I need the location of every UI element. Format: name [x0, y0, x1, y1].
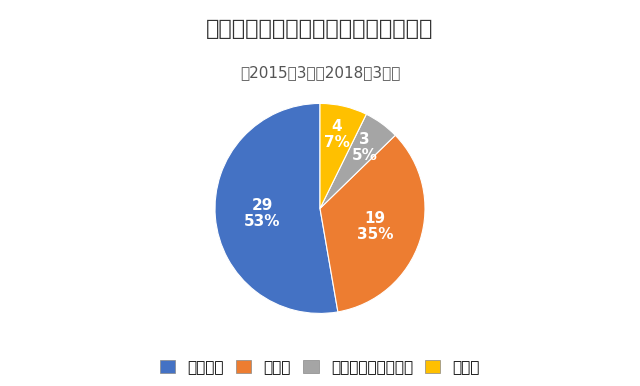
Text: 〔2015年3月～2018年3月〕: 〔2015年3月～2018年3月〕 [240, 66, 400, 81]
Text: 3
5%: 3 5% [351, 132, 378, 163]
Legend: 滋賀医大, 三重大, 三重ハートセンター, その他: 滋賀医大, 三重大, 三重ハートセンター, その他 [156, 355, 484, 379]
Wedge shape [215, 103, 338, 313]
Wedge shape [320, 114, 396, 208]
Text: ドクターヘリ搬送件数（搬送先内訳）: ドクターヘリ搬送件数（搬送先内訳） [206, 19, 434, 39]
Text: 19
35%: 19 35% [356, 211, 393, 242]
Text: 29
53%: 29 53% [244, 198, 281, 229]
Wedge shape [320, 135, 425, 312]
Text: 4
7%: 4 7% [324, 119, 350, 151]
Wedge shape [320, 103, 366, 208]
